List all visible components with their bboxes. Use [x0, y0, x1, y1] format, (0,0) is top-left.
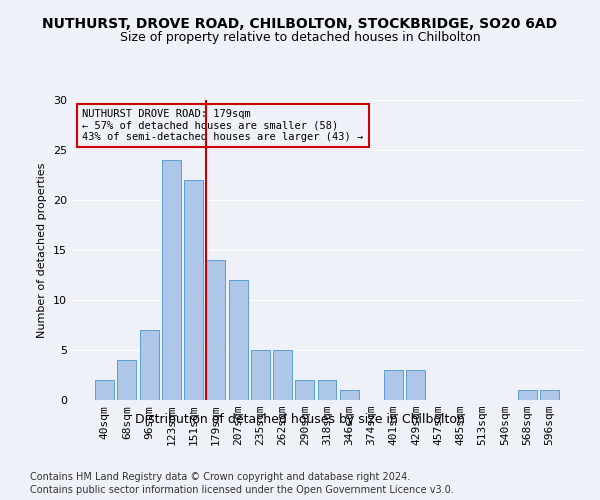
Bar — [184, 180, 203, 400]
Bar — [295, 380, 314, 400]
Text: Contains HM Land Registry data © Crown copyright and database right 2024.: Contains HM Land Registry data © Crown c… — [30, 472, 410, 482]
Text: Size of property relative to detached houses in Chilbolton: Size of property relative to detached ho… — [119, 31, 481, 44]
Text: Contains public sector information licensed under the Open Government Licence v3: Contains public sector information licen… — [30, 485, 454, 495]
Bar — [140, 330, 158, 400]
Bar — [540, 390, 559, 400]
Bar — [162, 160, 181, 400]
Bar — [317, 380, 337, 400]
Bar — [229, 280, 248, 400]
Bar — [95, 380, 114, 400]
Bar — [118, 360, 136, 400]
Bar — [251, 350, 270, 400]
Bar — [206, 260, 225, 400]
Text: NUTHURST, DROVE ROAD, CHILBOLTON, STOCKBRIDGE, SO20 6AD: NUTHURST, DROVE ROAD, CHILBOLTON, STOCKB… — [43, 18, 557, 32]
Bar — [518, 390, 536, 400]
Y-axis label: Number of detached properties: Number of detached properties — [37, 162, 47, 338]
Bar — [406, 370, 425, 400]
Text: NUTHURST DROVE ROAD: 179sqm
← 57% of detached houses are smaller (58)
43% of sem: NUTHURST DROVE ROAD: 179sqm ← 57% of det… — [82, 109, 364, 142]
Bar — [384, 370, 403, 400]
Bar — [340, 390, 359, 400]
Text: Distribution of detached houses by size in Chilbolton: Distribution of detached houses by size … — [135, 412, 465, 426]
Bar — [273, 350, 292, 400]
